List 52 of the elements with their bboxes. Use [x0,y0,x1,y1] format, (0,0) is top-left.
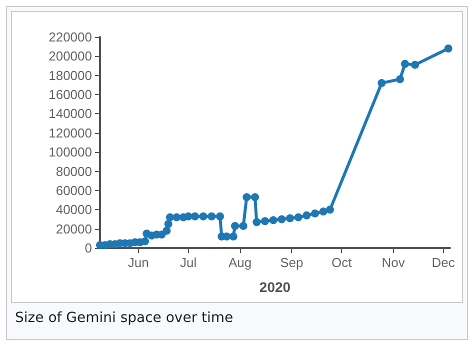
y-tick-label: 140000 [48,106,92,122]
point [319,208,328,216]
x-tick-label: Nov [382,255,406,270]
point [251,193,259,202]
y-tick-label: 0 [84,240,92,256]
y-tick-label: 180000 [48,68,92,83]
point [184,212,192,220]
point [166,213,174,222]
point [239,222,248,230]
point [444,44,452,53]
x-tick-label: Jul [180,255,197,270]
x-tick-label: Aug [228,255,252,270]
x-tick-label: Oct [332,255,352,270]
point [242,193,251,202]
y-tick-label: 80000 [56,164,92,179]
point [216,212,224,220]
point [396,75,404,84]
text: Size of Gemini space over time [15,310,234,326]
x-tick-label: Sep [280,255,304,270]
x-tick-label: Dec [432,255,456,270]
y-tick-label: 20000 [56,221,92,236]
point [311,209,319,218]
point [164,220,172,228]
point [229,232,238,240]
y-tick-label: 100000 [48,144,92,160]
point [162,226,171,235]
y-tick-label: 160000 [48,87,92,102]
y-tick-label: 120000 [48,125,92,140]
point [326,206,334,214]
point [278,215,286,224]
point [191,212,199,220]
point [231,222,239,230]
point [294,213,302,222]
y-tick-label: 40000 [56,202,92,218]
point [261,217,269,226]
point [269,216,278,224]
point [252,218,261,226]
point [401,60,409,68]
point [302,211,311,220]
point [286,214,294,222]
point [199,212,208,220]
point [208,212,216,220]
point [172,213,181,222]
x-axis-title: 2020 [259,279,291,295]
image-frame: 2020 0 20000 40000 60000 80000 100000 120000 140000 160000 180000 200000 220000 Jun Jul Aug Sep Oct Nov Dec Size of Gemini space over time [6,6,468,340]
y-tick-label: 220000 [48,30,92,44]
y-tick-label: 200000 [48,48,92,64]
point [141,237,149,246]
point [378,79,386,88]
x-tick-label: Jun [128,255,149,270]
point [411,60,419,69]
y-tick-label: 60000 [56,182,92,198]
